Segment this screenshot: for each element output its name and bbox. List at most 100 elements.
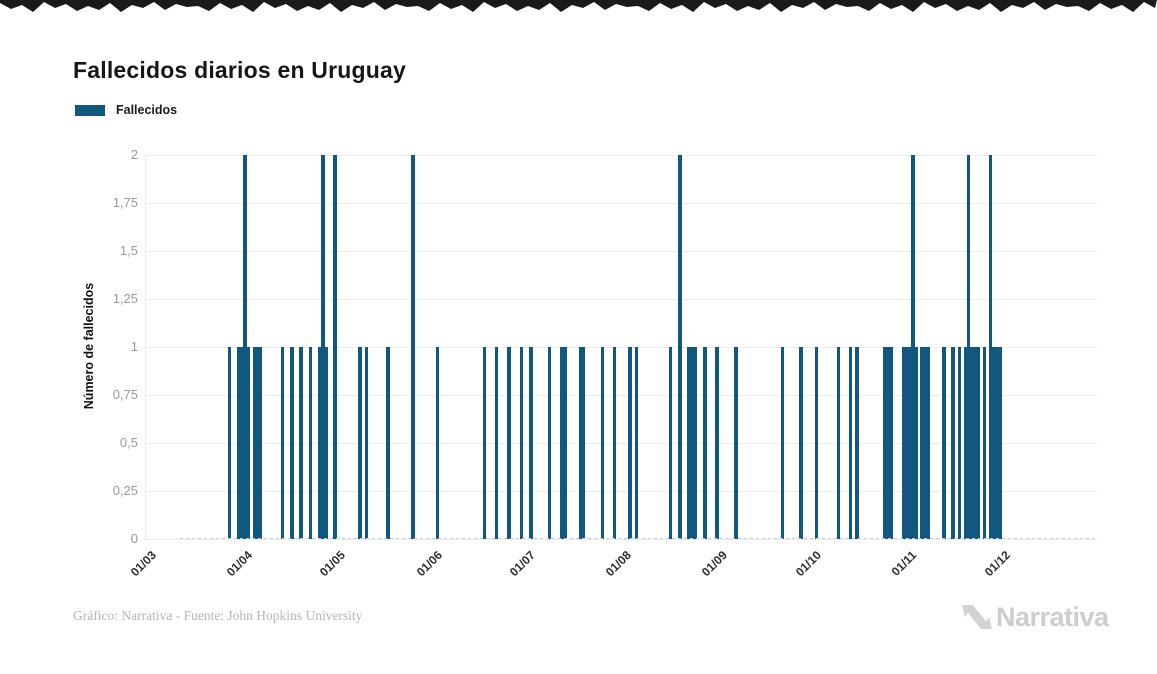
narrativa-logo-text: Narrativa	[996, 602, 1109, 632]
gridline	[145, 347, 1098, 348]
bar	[901, 347, 906, 539]
bar	[976, 347, 980, 539]
bar	[324, 347, 328, 539]
bar	[358, 347, 362, 539]
bar	[581, 347, 586, 539]
gridline	[145, 443, 1098, 444]
y-tick-label: 1,75	[112, 195, 138, 210]
bar	[227, 347, 232, 539]
bar	[687, 347, 691, 539]
page-title: Fallecidos diarios en Uruguay	[73, 57, 406, 84]
bar	[678, 155, 682, 539]
bar	[507, 347, 511, 539]
bar	[799, 347, 803, 539]
bar	[970, 347, 974, 539]
bar	[734, 347, 738, 539]
bar	[914, 347, 918, 539]
bar	[563, 347, 567, 539]
bar	[911, 155, 915, 539]
bar	[780, 347, 785, 539]
bar	[255, 347, 260, 539]
bar	[814, 347, 819, 539]
narrativa-n-mark-icon	[962, 605, 992, 629]
bar	[411, 155, 415, 539]
bar	[252, 347, 257, 539]
bar	[886, 347, 890, 539]
bar	[715, 347, 719, 539]
bar	[435, 347, 440, 539]
bar	[994, 347, 999, 539]
bar	[612, 347, 617, 539]
bar	[951, 347, 955, 539]
bar	[693, 347, 698, 539]
x-tick-label: 01/04	[224, 548, 256, 580]
x-tick-label: 01/06	[413, 548, 445, 580]
bar	[848, 347, 853, 539]
bar	[920, 347, 924, 539]
y-tick-label: 0,25	[112, 483, 138, 498]
gridline	[145, 299, 1098, 300]
bar	[926, 347, 931, 539]
y-tick-label: 1,25	[112, 291, 138, 306]
bar	[855, 347, 859, 539]
bar	[889, 347, 893, 539]
x-tick-label: 01/05	[317, 548, 349, 580]
bar	[703, 347, 707, 539]
gridline	[145, 251, 1098, 252]
bar	[333, 155, 337, 539]
y-tick-label: 2	[130, 147, 138, 162]
x-tick-label: 01/11	[889, 548, 920, 579]
bar	[237, 347, 241, 539]
legend-label: Fallecidos	[116, 103, 178, 117]
bar	[258, 347, 263, 539]
bar	[690, 347, 695, 539]
bar	[240, 347, 244, 539]
y-tick-label: 0	[130, 531, 138, 546]
x-tick-label: 01/10	[792, 548, 824, 580]
bar	[299, 347, 303, 539]
bar	[494, 347, 499, 539]
gridline	[145, 155, 1098, 156]
x-tick-label: 01/12	[981, 548, 1013, 580]
gridline	[145, 203, 1098, 204]
y-tick-label: 0,75	[112, 387, 138, 402]
y-tick-label: 1	[130, 339, 138, 354]
gridline	[145, 491, 1098, 492]
bar	[529, 347, 533, 539]
bar	[923, 347, 927, 539]
bar	[836, 347, 841, 539]
bar	[386, 347, 390, 539]
bar	[519, 347, 524, 539]
bar	[963, 347, 968, 539]
gridline	[145, 539, 1098, 540]
bar	[966, 155, 971, 539]
bar	[998, 347, 1002, 539]
bar	[547, 347, 552, 539]
bar	[560, 347, 564, 539]
gridline	[145, 395, 1098, 396]
legend-swatch-fallecidos	[75, 105, 105, 116]
bar	[290, 347, 294, 539]
bar	[982, 347, 986, 539]
bar	[991, 347, 996, 539]
bar	[628, 347, 632, 539]
bar	[321, 155, 325, 539]
bar	[957, 347, 962, 539]
bar	[634, 347, 639, 539]
bar	[246, 347, 251, 539]
bar	[308, 347, 313, 539]
bar	[904, 347, 909, 539]
bar	[973, 347, 977, 539]
bar	[988, 155, 993, 539]
torn-edge-decoration	[0, 0, 1157, 12]
bar	[600, 347, 605, 539]
bar	[942, 347, 946, 539]
bar	[668, 347, 673, 539]
x-tick-label: 01/08	[602, 548, 634, 580]
y-tick-label: 0,5	[119, 435, 138, 450]
bar	[883, 347, 887, 539]
x-tick-label: 01/03	[127, 548, 159, 580]
y-axis-line	[145, 155, 146, 539]
zero-baseline	[180, 538, 1098, 539]
